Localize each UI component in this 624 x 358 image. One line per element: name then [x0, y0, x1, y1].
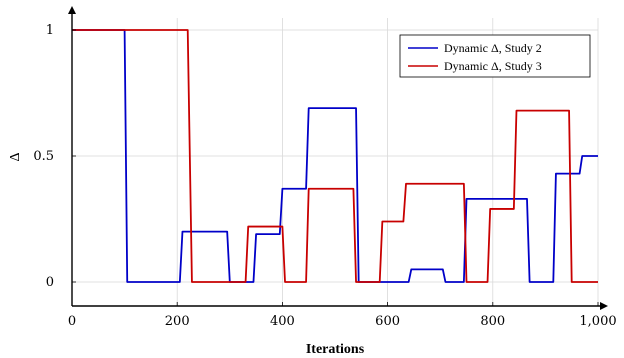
- x-tick-label: 200: [165, 314, 190, 329]
- series-layer: [72, 29, 598, 283]
- x-tick-label: 800: [480, 314, 505, 329]
- legend-label-study-2: Dynamic Δ, Study 2: [444, 41, 542, 55]
- x-tick-label: 0: [68, 314, 76, 329]
- axes: [68, 6, 608, 310]
- x-tick-label: 1,000: [579, 314, 616, 329]
- x-tick-label: 600: [375, 314, 400, 329]
- x-tick-label: 400: [270, 314, 295, 329]
- y-tick-label: 0: [46, 275, 54, 290]
- legend-label-study-3: Dynamic Δ, Study 3: [444, 59, 542, 73]
- y-tick-label: 1: [46, 23, 54, 38]
- series-line-study-3: [72, 29, 598, 283]
- tick-labels: 0 200 400 600 800 1,000 0 0.5 1: [33, 23, 616, 329]
- legend: Dynamic Δ, Study 2 Dynamic Δ, Study 3: [399, 34, 591, 78]
- x-axis-label: Iterations: [306, 342, 365, 357]
- series-line-study-2: [72, 29, 598, 283]
- legend-box: [399, 34, 591, 78]
- y-tick-label: 0.5: [33, 149, 54, 164]
- y-axis-label: Δ: [8, 152, 23, 161]
